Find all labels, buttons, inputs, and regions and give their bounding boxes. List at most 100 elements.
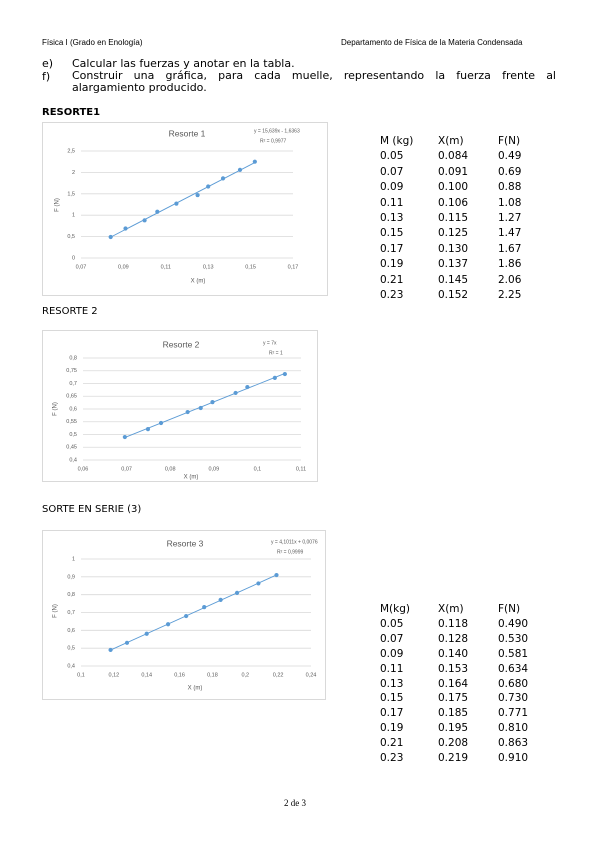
footer: 2 de 3 [284,798,306,808]
y-tick-label: 2 [72,170,75,176]
y-tick-label: 0,5 [69,432,77,438]
data-point [233,390,238,396]
data-point [184,613,189,619]
trend-r2: R² = 0,9999 [277,549,303,555]
data-point [252,159,257,164]
x-axis-label: X (m) [191,279,206,285]
table-cell: 0.153 [438,662,469,675]
table-header: X(m) [438,135,464,147]
table-cell: 1.08 [498,196,522,209]
data-point [144,631,149,636]
table-cell: 1.86 [498,258,522,271]
y-axis-label: F (N) [55,198,61,212]
data-point [218,597,223,602]
table-header: X(m) [438,603,464,615]
table-cell: 0.21 [380,273,404,286]
data-point [274,572,279,578]
table-cell: 0.910 [498,752,529,764]
y-axis-label: F (N) [53,402,59,416]
table-cell: 0.137 [438,258,469,271]
table-cell: 0.175 [438,692,469,705]
table-cell: 1.67 [498,242,522,255]
trend-equation: y = 4,1011x + 0,0076 [271,539,318,545]
table-cell: 0.084 [438,150,469,163]
table-cell: 0.125 [438,227,469,240]
table-header: F(N) [498,135,521,147]
table-cell: 0.09 [380,647,404,660]
x-tick-label: 0,17 [288,264,299,270]
trendline [110,162,256,238]
trend-equation: y = 15,639x - 1,6363 [254,128,300,134]
table-cell: 0.680 [498,677,529,690]
x-tick-label: 0,11 [296,466,306,472]
x-tick-label: 0,09 [208,466,219,472]
x-tick-label: 0,07 [121,466,132,472]
y-tick-label: 0,7 [67,610,75,616]
table-header: M (kg) [380,135,414,147]
data-point [165,622,171,627]
table-cell: 0.13 [380,212,404,224]
y-axis-label: F (N) [53,604,59,618]
y-tick-label: 0,8 [69,355,77,361]
data-point [155,209,160,214]
x-tick-label: 0,14 [141,672,152,678]
y-tick-label: 0,75 [66,368,77,374]
y-tick-label: 0,5 [67,234,75,240]
table-cell: 0.730 [498,692,529,705]
chart-title: Resorte 3 [167,538,204,548]
table-cell: 0.07 [380,165,404,178]
x-axis-label: X (m) [188,686,203,692]
x-tick-label: 0,12 [108,672,119,678]
table-cell: 0.17 [380,242,404,255]
item-label: f) [42,70,51,83]
chart: 0,4 0,45 0,5 0,55 0,6 0,65 0,7 0,75 0,8 0,06 0,07 0… [42,330,318,482]
table-cell: 0.581 [498,647,529,660]
data-point [234,590,240,595]
chart: 0,4 0,5 0,6 0,7 0,8 0,9 1 0,1 0,12 0,14 0,16 0,18 0,… [42,530,326,700]
data-point [282,371,287,377]
table-cell: 0.11 [380,196,404,209]
table-cell: 0.106 [438,196,469,209]
x-tick-label: 0,24 [306,672,317,678]
x-tick-label: 0,1 [254,466,262,472]
table-cell: 0.634 [498,662,529,675]
table-cell: 0.13 [380,677,404,690]
y-tick-label: 1 [72,213,75,219]
data-point [124,640,130,645]
y-tick-label: 0 [72,255,75,261]
x-tick-label: 0,1 [77,672,85,678]
table-cell: 0.19 [380,258,404,271]
data-point [202,605,207,610]
y-tick-label: 0,45 [66,445,77,451]
table-cell: 0.19 [380,722,404,735]
chart: 0 0,5 1 1,5 2 2,5 0,07 0,09 0,11 0,13 0,15 0,17 Reso… [42,122,328,296]
table-cell: 0.05 [380,617,404,630]
x-tick-label: 0,18 [207,672,218,678]
data-point [185,409,190,415]
header-right: Departamento de Física de la Materia Con… [341,38,523,47]
table-cell: 0.05 [380,150,404,163]
table-cell: 0.091 [438,165,469,178]
y-tick-label: 0,6 [69,406,77,412]
table-cell: 0.128 [438,632,469,645]
table-cell: 0.23 [380,752,404,764]
section-title: RESORTE 2 [42,306,98,317]
table-header: M(kg) [380,603,410,615]
data-point [145,427,151,432]
x-tick-label: 0,2 [241,672,249,678]
data-point [206,184,211,189]
data-point [142,218,147,223]
table-cell: 0.195 [438,722,469,735]
table-cell: 0.115 [438,212,469,224]
y-tick-label: 0,55 [66,419,77,425]
data-point [198,405,203,411]
table-cell: 0.810 [498,722,529,735]
x-tick-label: 0,06 [78,466,89,472]
section-title: SORTE EN SERIE (3) [42,504,142,515]
table-cell: 0.530 [498,632,529,645]
table-cell: 0.490 [498,617,529,630]
data-point [123,226,128,231]
y-tick-label: 0,7 [69,381,77,387]
trendline [124,373,286,438]
